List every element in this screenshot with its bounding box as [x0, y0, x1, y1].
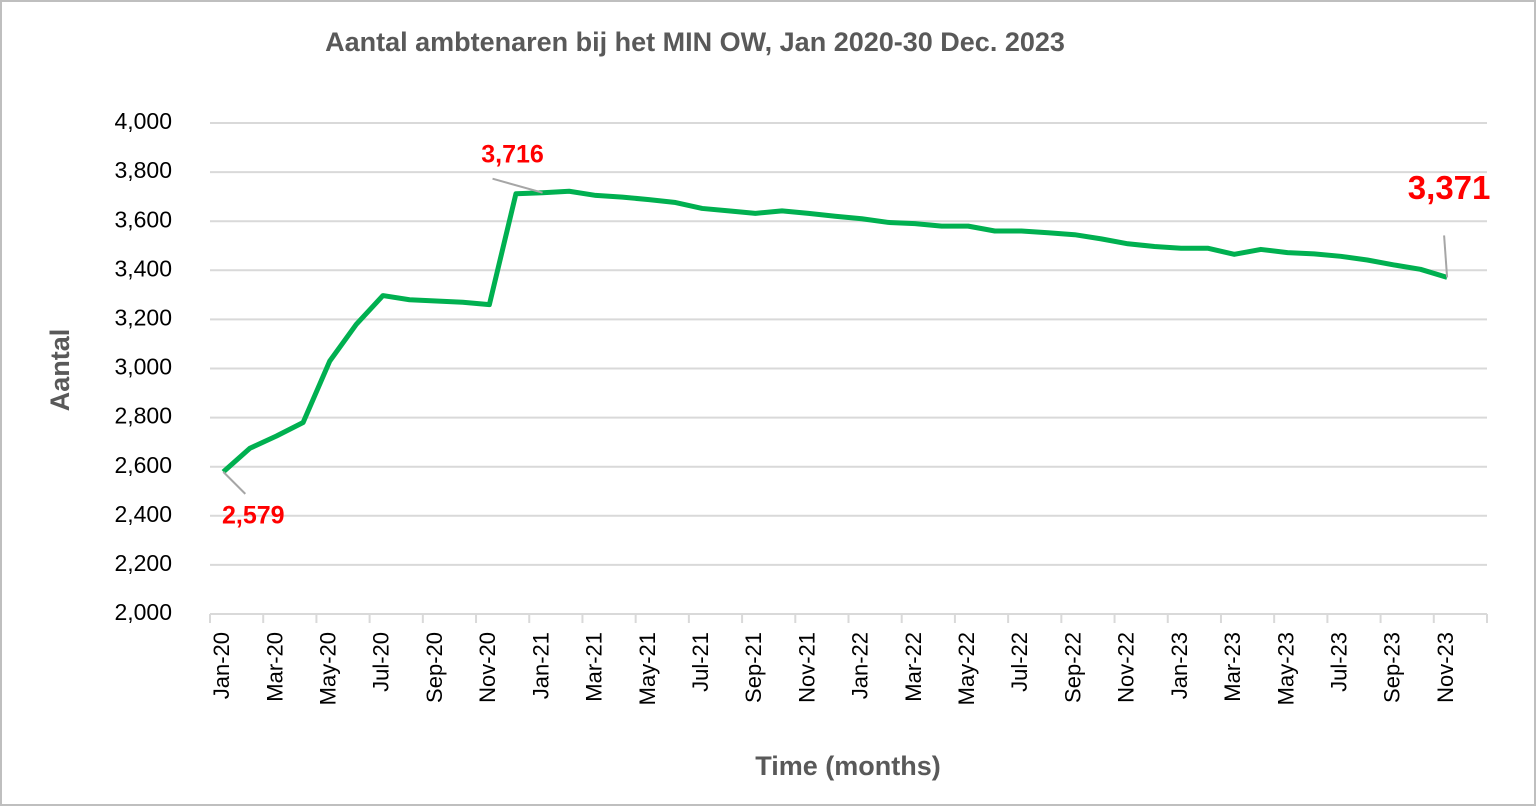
x-axis-title: Time (months) — [755, 751, 941, 781]
x-tick-label: Sep-22 — [1060, 632, 1085, 703]
x-tick-label: Jan-21 — [528, 632, 553, 699]
x-tick-label: Sep-20 — [422, 632, 447, 703]
x-tick-label: Sep-21 — [741, 632, 766, 703]
y-tick-label: 3,000 — [114, 354, 172, 380]
data-label: 3,716 — [481, 140, 544, 168]
x-tick-label: Mar-23 — [1220, 632, 1245, 702]
data-label: 2,579 — [222, 501, 285, 529]
x-tick-label: Jan-23 — [1167, 632, 1192, 699]
leader-line — [222, 471, 247, 495]
y-tick-label: 2,800 — [114, 403, 172, 429]
x-tick-label: Nov-22 — [1114, 632, 1139, 703]
y-axis-title: Aantal — [45, 329, 75, 412]
x-tick-label: Jul-20 — [369, 632, 394, 692]
x-tick-label: Nov-21 — [794, 632, 819, 703]
x-tick-label: Mar-22 — [901, 632, 926, 702]
y-tick-label: 2,600 — [114, 452, 172, 478]
leader-line — [492, 177, 543, 194]
y-tick-label: 4,000 — [114, 108, 172, 134]
x-tick-label: Jul-22 — [1007, 632, 1032, 692]
data-label: 3,371 — [1408, 169, 1491, 206]
x-tick-label: Jan-22 — [848, 632, 873, 699]
data-line — [221, 188, 1448, 474]
y-tick-label: 2,200 — [114, 550, 172, 576]
x-tick-label: Jul-23 — [1326, 632, 1351, 692]
y-tick-label: 3,800 — [114, 157, 172, 183]
x-tick-label: May-23 — [1273, 632, 1298, 705]
y-tick-label: 2,400 — [114, 501, 172, 527]
x-tick-label: May-22 — [954, 632, 979, 705]
x-tick-label: May-21 — [635, 632, 660, 705]
x-tick-label: Mar-21 — [582, 632, 607, 702]
leader-line — [1443, 235, 1449, 278]
x-tick-label: Jul-21 — [688, 632, 713, 692]
y-tick-label: 3,200 — [114, 304, 172, 330]
x-tick-label: May-20 — [316, 632, 341, 705]
x-tick-label: Mar-20 — [262, 632, 287, 702]
y-tick-label: 3,600 — [114, 206, 172, 232]
x-tick-label: Nov-23 — [1433, 632, 1458, 703]
y-tick-label: 2,000 — [114, 599, 172, 625]
y-tick-label: 3,400 — [114, 255, 172, 281]
chart-title: Aantal ambtenaren bij het MIN OW, Jan 20… — [325, 27, 1065, 57]
x-tick-label: Jan-20 — [209, 632, 234, 699]
x-tick-label: Nov-20 — [475, 632, 500, 703]
x-tick-label: Sep-23 — [1380, 632, 1405, 703]
